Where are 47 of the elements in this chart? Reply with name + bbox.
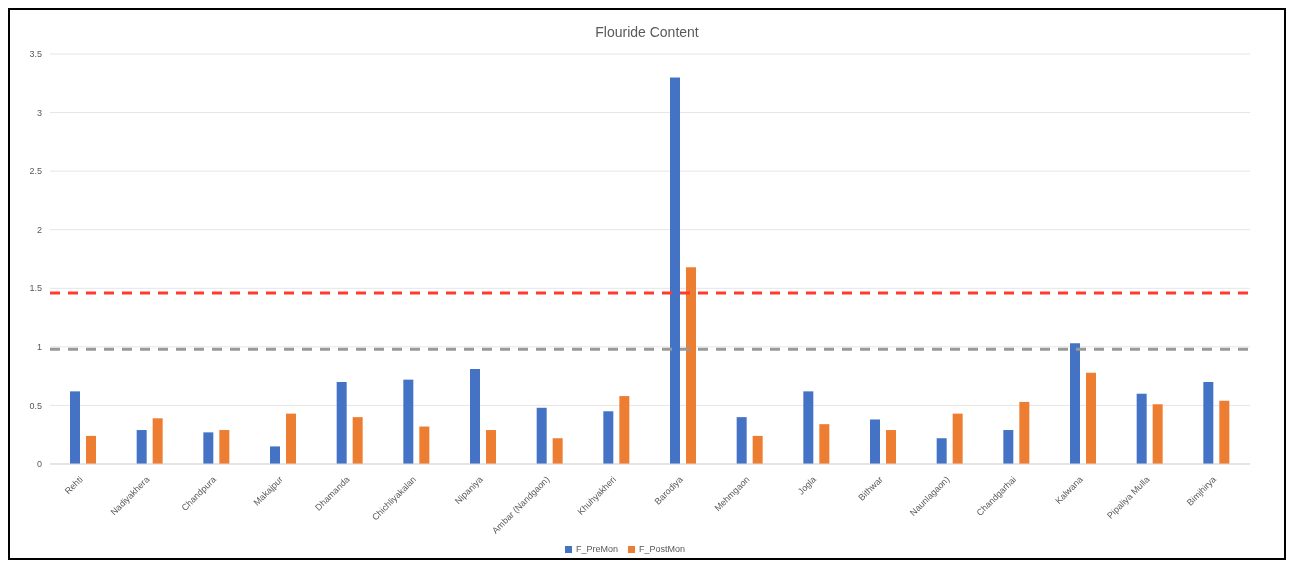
bar bbox=[470, 369, 480, 464]
bar bbox=[86, 435, 96, 464]
bar bbox=[286, 413, 296, 464]
bar bbox=[203, 432, 214, 464]
bar bbox=[603, 411, 614, 464]
y-tick-label: 1.5 bbox=[29, 283, 42, 294]
bar bbox=[819, 424, 830, 464]
bar bbox=[803, 391, 814, 464]
bar bbox=[952, 413, 963, 464]
bar bbox=[1203, 382, 1214, 464]
bar bbox=[1219, 400, 1230, 464]
y-tick-label: 3 bbox=[36, 107, 42, 118]
y-tick-label: 3.5 bbox=[29, 49, 42, 60]
bar bbox=[1003, 430, 1014, 464]
bar bbox=[1086, 372, 1096, 464]
bar bbox=[670, 77, 680, 464]
legend-label: F_PostMon bbox=[639, 544, 686, 554]
bar bbox=[70, 391, 80, 464]
bar bbox=[736, 417, 747, 464]
y-tick-label: 0 bbox=[36, 459, 42, 470]
bar bbox=[219, 430, 230, 464]
bar bbox=[619, 396, 630, 464]
bar bbox=[352, 417, 363, 464]
bar bbox=[936, 438, 947, 464]
y-tick-label: 2.5 bbox=[29, 166, 42, 177]
y-tick-label: 1 bbox=[36, 342, 42, 353]
bar bbox=[1070, 343, 1080, 464]
bar bbox=[552, 438, 563, 464]
bar bbox=[486, 430, 496, 464]
bar bbox=[419, 426, 430, 464]
legend-label: F_PreMon bbox=[575, 544, 618, 554]
bar bbox=[1019, 401, 1030, 464]
bar bbox=[403, 379, 414, 464]
bar bbox=[536, 407, 547, 464]
bar bbox=[270, 446, 280, 464]
y-tick-label: 2 bbox=[36, 224, 42, 235]
chart-title: Flouride Content bbox=[594, 23, 700, 42]
bar bbox=[686, 267, 696, 464]
bar bbox=[336, 382, 347, 464]
bar bbox=[1136, 393, 1147, 464]
bar bbox=[886, 430, 896, 464]
bar bbox=[870, 419, 880, 464]
y-tick-label: 0.5 bbox=[29, 400, 42, 411]
bar bbox=[1152, 404, 1163, 464]
bar bbox=[136, 430, 147, 464]
bar bbox=[152, 418, 163, 464]
bar bbox=[752, 435, 763, 464]
